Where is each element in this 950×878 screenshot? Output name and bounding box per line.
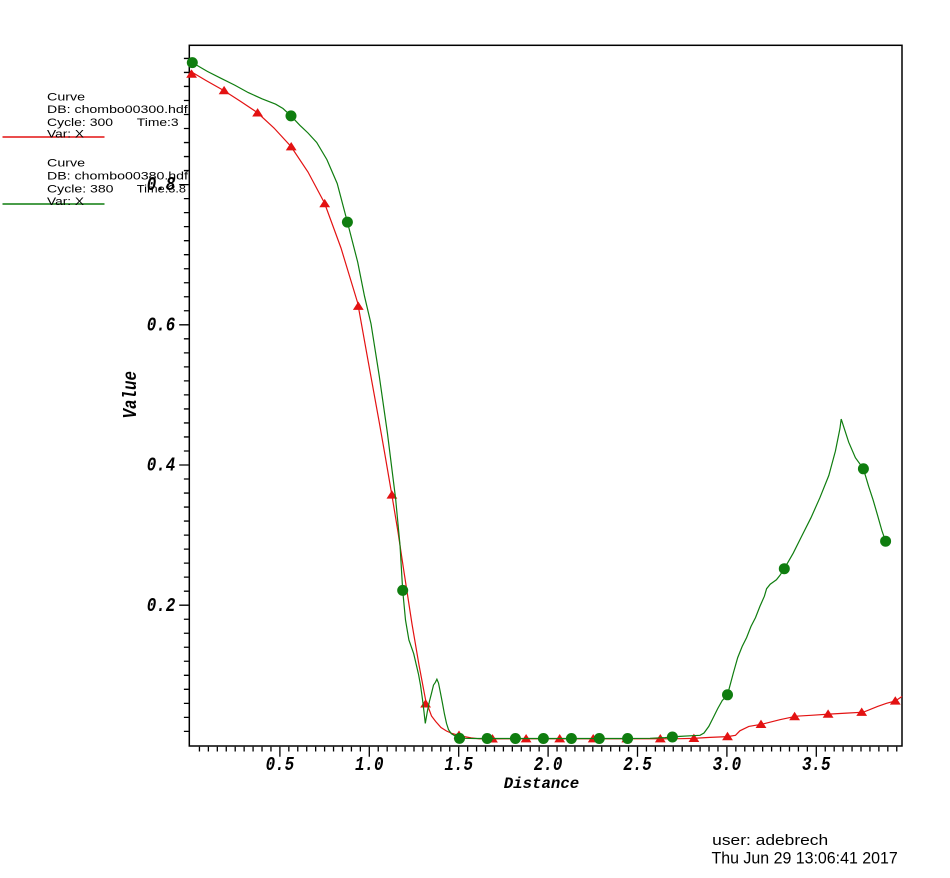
svg-text:2.5: 2.5 — [623, 754, 652, 776]
svg-text:1.0: 1.0 — [355, 754, 384, 776]
svg-text:Var: X: Var: X — [47, 196, 85, 208]
svg-text:3.0: 3.0 — [713, 754, 742, 776]
svg-text:Value: Value — [120, 371, 142, 419]
svg-text:0.8: 0.8 — [147, 174, 176, 196]
svg-text:Time:3: Time:3 — [137, 117, 179, 129]
svg-text:user: adebrech: user: adebrech — [712, 832, 828, 849]
svg-text:Cycle: 300: Cycle: 300 — [47, 117, 113, 129]
svg-text:Curve: Curve — [47, 158, 85, 170]
svg-text:2.0: 2.0 — [534, 754, 563, 776]
svg-text:0.2: 0.2 — [147, 595, 176, 617]
svg-text:Cycle: 380: Cycle: 380 — [47, 183, 114, 195]
svg-text:3.5: 3.5 — [802, 754, 831, 776]
svg-text:Distance: Distance — [504, 775, 580, 793]
svg-text:1.5: 1.5 — [444, 754, 473, 776]
svg-text:Time:3.8: Time:3.8 — [137, 183, 186, 195]
svg-text:0.6: 0.6 — [147, 314, 176, 336]
svg-text:0.5: 0.5 — [266, 754, 295, 776]
svg-text:Var: X: Var: X — [47, 129, 85, 141]
svg-text:Curve: Curve — [47, 91, 85, 103]
svg-text:Thu Jun 29 13:06:41 2017: Thu Jun 29 13:06:41 2017 — [712, 850, 898, 868]
svg-text:DB: chombo00380.hdf: DB: chombo00380.hdf — [47, 171, 189, 183]
svg-text:DB: chombo00300.hdf: DB: chombo00300.hdf — [47, 104, 189, 116]
svg-text:0.4: 0.4 — [147, 455, 176, 477]
